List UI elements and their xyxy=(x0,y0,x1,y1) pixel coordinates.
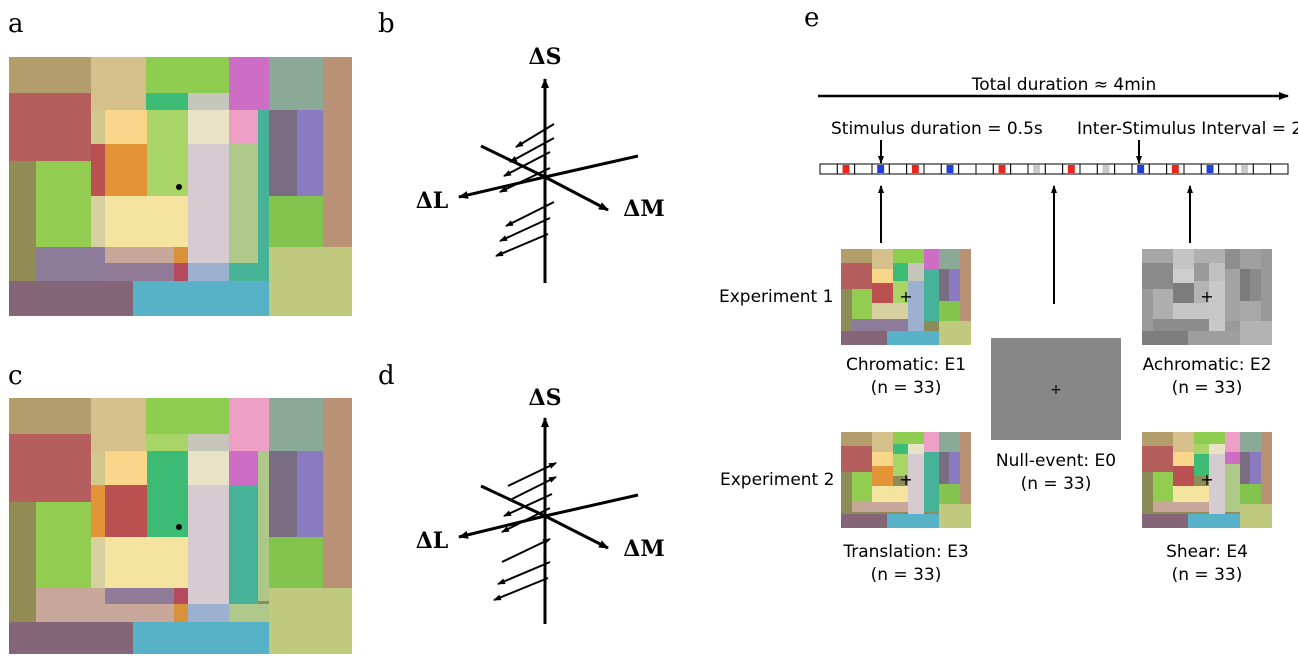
timeline-cell xyxy=(923,163,942,175)
fixation-cross: + xyxy=(1200,287,1213,306)
timeline-event-marker xyxy=(911,165,919,173)
axis-label-s: ΔS xyxy=(529,44,562,70)
timeline-cell xyxy=(888,163,908,175)
e1-n: (n = 33) xyxy=(871,378,942,398)
fixation-cross: + xyxy=(899,287,912,306)
fixation-cross: + xyxy=(1200,470,1213,489)
timeline-event-marker xyxy=(842,165,850,173)
timeline-event-marker xyxy=(1102,165,1110,173)
timeline-cell xyxy=(1218,163,1237,175)
timeline-event-marker xyxy=(998,165,1006,173)
e0-n: (n = 33) xyxy=(1021,474,1092,494)
cone-space-diagram-d: ΔS ΔL ΔM xyxy=(416,385,665,624)
timeline-cell xyxy=(1252,163,1272,175)
timeline-event-marker xyxy=(1137,165,1145,173)
timeline-cell xyxy=(975,163,994,175)
timeline-event-marker xyxy=(1206,165,1214,173)
cone-space-diagram-b: ΔS ΔL ΔM xyxy=(416,44,665,283)
timeline-event-marker xyxy=(1241,165,1249,173)
thumbnail-e3-translation: + xyxy=(841,432,971,528)
e4-n: (n = 33) xyxy=(1172,565,1243,585)
mondrian-c xyxy=(9,398,352,654)
axis-label-l: ΔL xyxy=(416,188,449,214)
timeline-event-marker xyxy=(1033,165,1041,173)
timeline-cell xyxy=(1114,163,1133,175)
axis-label-s: ΔS xyxy=(529,385,562,411)
thumbnail-e1-chromatic: + xyxy=(841,249,971,345)
timeline-cell xyxy=(1079,163,1098,175)
timeline-cell xyxy=(1148,163,1168,175)
timeline-cell xyxy=(1010,163,1029,175)
e0-label: Null-event: E0 xyxy=(996,451,1116,471)
panel-letter-e: e xyxy=(804,3,819,33)
experiment-2-label: Experiment 2 xyxy=(720,470,834,490)
total-duration-label: Total duration ≈ 4min xyxy=(971,75,1157,95)
thumbnail-e2-achromatic: + xyxy=(1142,249,1272,345)
timeline-cell xyxy=(854,163,873,175)
timeline-event-marker xyxy=(1171,165,1179,173)
e2-label: Achromatic: E2 xyxy=(1143,355,1272,375)
timeline-cell xyxy=(958,163,977,175)
timeline-cell xyxy=(819,163,838,175)
isi-label: Inter-Stimulus Interval = 2s xyxy=(1077,119,1298,139)
timeline-event-marker xyxy=(1067,165,1075,173)
e3-label: Translation: E3 xyxy=(842,542,968,562)
axis-label-m: ΔM xyxy=(623,196,664,222)
stimulus-duration-label: Stimulus duration = 0.5s xyxy=(831,119,1043,139)
e2-n: (n = 33) xyxy=(1172,378,1243,398)
e3-n: (n = 33) xyxy=(871,565,942,585)
axis-label-m: ΔM xyxy=(623,536,664,562)
timeline-cell xyxy=(1270,163,1289,175)
experiment-1-label: Experiment 1 xyxy=(719,287,833,307)
axis-label-l: ΔL xyxy=(416,528,449,554)
fixation-cross: + xyxy=(1050,382,1062,398)
timeline-event-marker xyxy=(946,165,954,173)
fixation-cross: + xyxy=(899,470,912,489)
panel-letter-b: b xyxy=(378,9,395,39)
panel-letter-a: a xyxy=(8,9,24,39)
timeline-cell xyxy=(1044,163,1064,175)
thumbnail-e4-shear: + xyxy=(1142,432,1272,528)
timeline-cells xyxy=(819,163,1289,175)
timeline-panel-e: Total duration ≈ 4min Stimulus duration … xyxy=(818,75,1298,304)
panel-letter-d: d xyxy=(378,361,395,391)
timeline-cell xyxy=(1183,163,1202,175)
e1-label: Chromatic: E1 xyxy=(846,355,966,375)
mondrian-a xyxy=(9,57,352,316)
timeline-event-marker xyxy=(877,165,885,173)
panel-letter-c: c xyxy=(8,361,23,391)
null-event-gray-square xyxy=(991,338,1121,440)
e4-label: Shear: E4 xyxy=(1166,542,1248,562)
